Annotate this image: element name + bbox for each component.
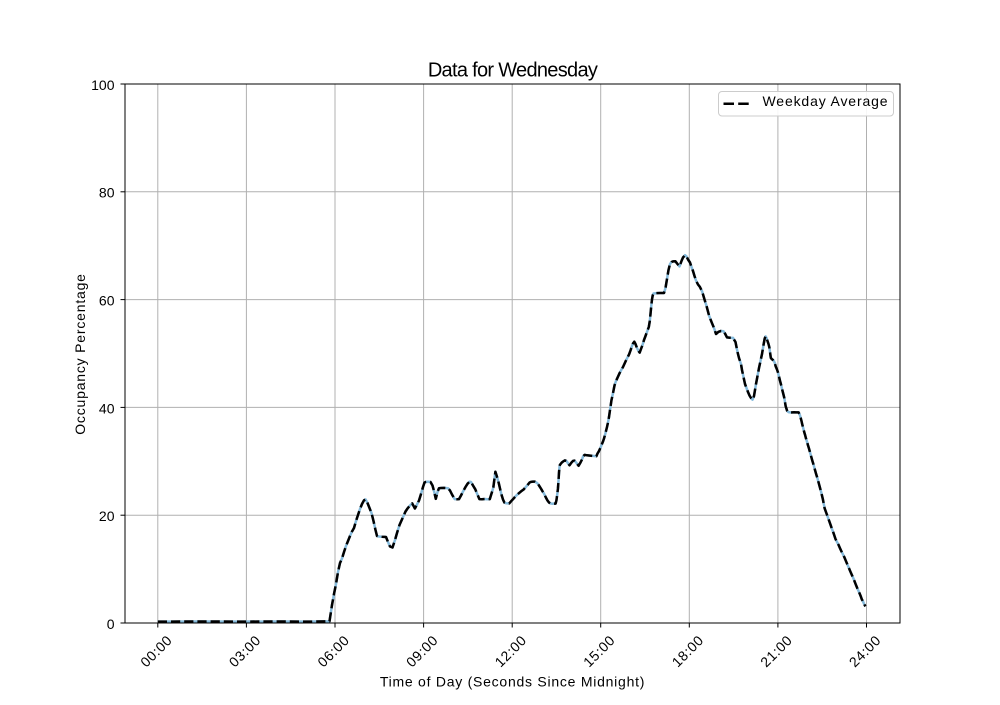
svg-text:Time of Day (Seconds Since Mid: Time of Day (Seconds Since Midnight) (380, 674, 645, 690)
svg-text:20: 20 (99, 508, 115, 524)
svg-text:100: 100 (91, 77, 115, 93)
svg-text:Data for Wednesday: Data for Wednesday (428, 60, 598, 82)
svg-text:Occupancy Percentage: Occupancy Percentage (72, 273, 88, 435)
svg-text:40: 40 (99, 400, 115, 416)
svg-text:Weekday Average: Weekday Average (763, 93, 889, 109)
svg-text:60: 60 (99, 293, 115, 309)
svg-text:0: 0 (107, 616, 115, 632)
svg-text:80: 80 (99, 185, 115, 201)
